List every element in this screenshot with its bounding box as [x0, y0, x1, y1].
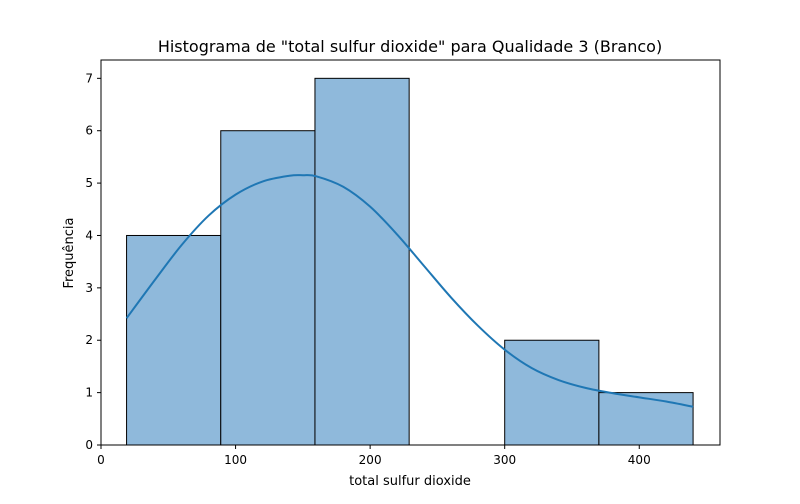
plot-frame: [100, 59, 721, 446]
histogram-bar-2: [314, 77, 410, 446]
kde-line: [125, 174, 694, 408]
y-tick-label: 1: [85, 386, 93, 400]
histogram-bar-0: [126, 234, 222, 446]
histogram-bar-4: [504, 339, 600, 446]
y-tick-label: 0: [85, 438, 93, 452]
histogram-bar-5: [598, 392, 694, 446]
x-tick-label: 400: [628, 453, 651, 467]
y-tick-label: 6: [85, 124, 93, 138]
x-tick-label: 300: [493, 453, 516, 467]
chart-title: Histograma de "total sulfur dioxide" par…: [158, 37, 662, 56]
y-tick-label: 3: [85, 281, 93, 295]
x-axis-label: total sulfur dioxide: [349, 474, 471, 489]
x-tick-label: 0: [97, 453, 105, 467]
y-tick-label: 2: [85, 333, 93, 347]
y-axis-label: Frequência: [62, 217, 77, 288]
y-tick-label: 7: [85, 71, 93, 85]
histogram-bar-1: [220, 130, 316, 446]
kde-layer: [125, 174, 694, 408]
y-tick-label: 4: [85, 228, 93, 242]
histogram-bars: [126, 77, 694, 446]
x-tick-label: 200: [359, 453, 382, 467]
x-tick-label: 100: [224, 453, 247, 467]
y-tick-label: 5: [85, 176, 93, 190]
x-axis-ticks: 0 100 200 300 400: [97, 445, 651, 467]
y-axis-ticks: 0 1 2 3 4 5 6 7: [85, 71, 101, 452]
